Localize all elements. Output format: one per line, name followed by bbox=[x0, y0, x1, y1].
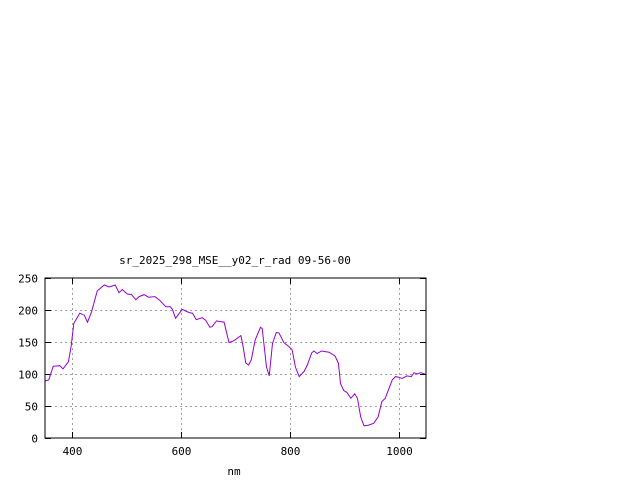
plot-frame bbox=[44, 277, 427, 439]
y-tick-label: 100 bbox=[18, 369, 38, 382]
series-line bbox=[44, 284, 426, 427]
grid bbox=[45, 278, 426, 438]
x-axis-label: nm bbox=[227, 465, 241, 478]
y-tick-label: 0 bbox=[31, 433, 38, 446]
y-tick-label: 150 bbox=[18, 337, 38, 350]
y-tick-label: 200 bbox=[18, 305, 38, 318]
axis-ticks: 400 600 800 1000 0 50 100 150 200 250 bbox=[18, 273, 426, 458]
y-tick-label: 250 bbox=[18, 273, 38, 286]
x-tick-label: 400 bbox=[63, 445, 83, 458]
chart-title: sr_2025_298_MSE__y02_r_rad 09-56-00 bbox=[119, 254, 351, 267]
x-tick-label: 600 bbox=[172, 445, 192, 458]
y-tick-label: 50 bbox=[25, 401, 38, 414]
x-tick-label: 1000 bbox=[386, 445, 413, 458]
x-tick-label: 800 bbox=[281, 445, 301, 458]
